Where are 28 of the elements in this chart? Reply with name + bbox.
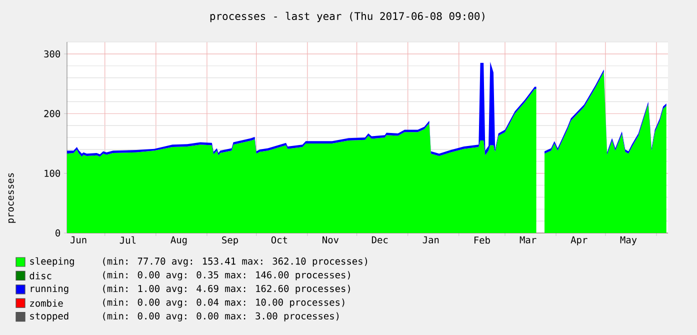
text: (min: 1.00 avg: 4.69 max: 162.60 processes) (103, 284, 350, 294)
text: (min: 77.70 avg: 153.41 max: 362.10 processes) (103, 257, 368, 267)
legend-label: disc (30, 272, 52, 280)
y-tick-label: 100 (44, 170, 60, 177)
x-tick-label: Jan (422, 236, 439, 244)
x-tick-label: Jun (70, 236, 86, 244)
x-tick-label: Apr (570, 236, 588, 246)
x-tick-label: Oct (271, 236, 288, 244)
x-tick-label: Jul (120, 236, 136, 244)
x-tick-label: Mar (520, 236, 536, 244)
x-tick-label: Dec (372, 236, 388, 244)
x-tick-label: Feb (474, 236, 490, 244)
x-tick-label: May (620, 236, 637, 246)
y-tick-label: 200 (44, 110, 60, 118)
x-tick-label: Sep (222, 236, 238, 246)
legend-label: running (30, 284, 68, 294)
legend-label: stopped (30, 312, 68, 322)
y-tick-label: 0 (56, 229, 60, 237)
chart-title: processes - last year (Thu 2017-06-08 09:00) (210, 12, 484, 22)
text: sleeping (30, 257, 74, 267)
y-axis-title: processes (8, 173, 16, 223)
x-tick-label: Nov (322, 236, 339, 244)
y-tick-label: 300 (44, 50, 60, 58)
legend-label: zombie (30, 299, 63, 307)
text: (min: 0.00 avg: 0.04 max: 10.00 processes) (103, 298, 344, 308)
x-tick-label: Aug (170, 236, 187, 246)
text: (min: 0.00 avg: 0.35 max: 146.00 processes) (103, 271, 350, 280)
text: (min: 0.00 avg: 0.00 max: 3.00 processes) (103, 312, 339, 322)
